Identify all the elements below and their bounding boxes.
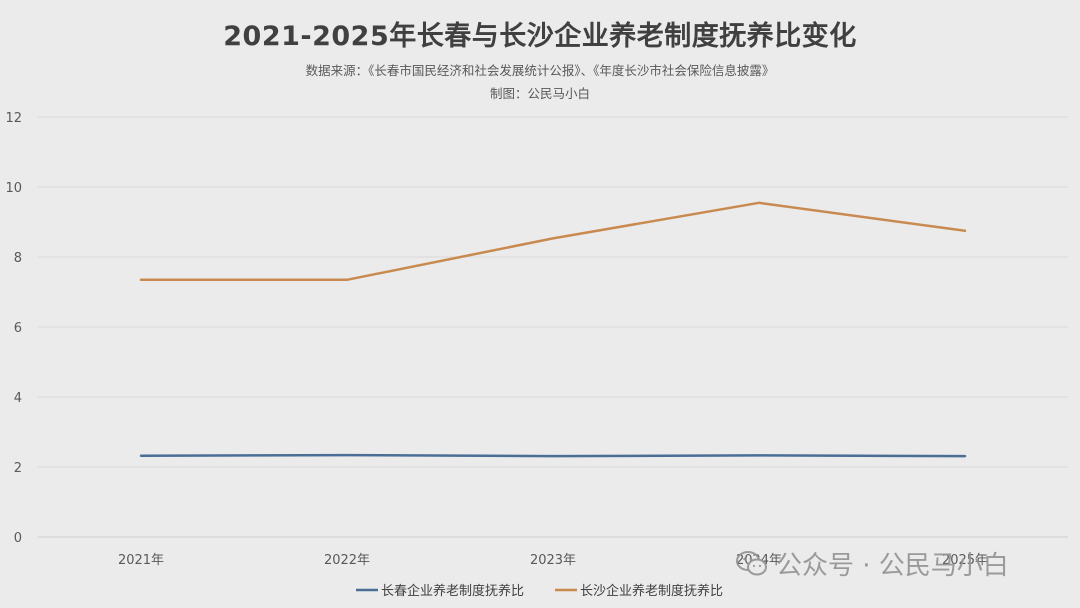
y-tick-label: 8 bbox=[14, 251, 22, 266]
y-tick-label: 0 bbox=[14, 531, 22, 546]
y-tick-label: 10 bbox=[5, 181, 22, 196]
y-tick-label: 12 bbox=[5, 111, 22, 126]
series-line-0 bbox=[139, 453, 967, 458]
x-tick-label: 2022年 bbox=[324, 553, 370, 568]
y-tick-label: 6 bbox=[14, 321, 22, 336]
wechat-icon bbox=[736, 550, 767, 575]
y-tick-label: 2 bbox=[14, 461, 22, 476]
y-tick-label: 4 bbox=[14, 391, 22, 406]
chart-title: 2021-2025年长春与长沙企业养老制度抚养比变化 bbox=[223, 21, 857, 52]
legend-label: 长沙企业养老制度抚养比 bbox=[580, 583, 723, 599]
x-tick-label: 2025年 bbox=[942, 553, 988, 568]
x-tick-label: 2023年 bbox=[530, 553, 576, 568]
chart-subtitle-author: 制图：公民马小白 bbox=[489, 86, 590, 101]
chart-subtitle-source: 数据来源：《长春市国民经济和社会发展统计公报》、《年度长沙市社会保险信息披露》 bbox=[305, 63, 775, 78]
watermark: 公众号 · 公民马小白 bbox=[736, 545, 1009, 582]
series-line-1 bbox=[139, 201, 967, 282]
x-tick-label: 2021年 bbox=[118, 553, 164, 568]
legend-label: 长春企业养老制度抚养比 bbox=[381, 583, 524, 599]
watermark-text: 公众号 · 公民马小白 bbox=[776, 551, 1009, 581]
